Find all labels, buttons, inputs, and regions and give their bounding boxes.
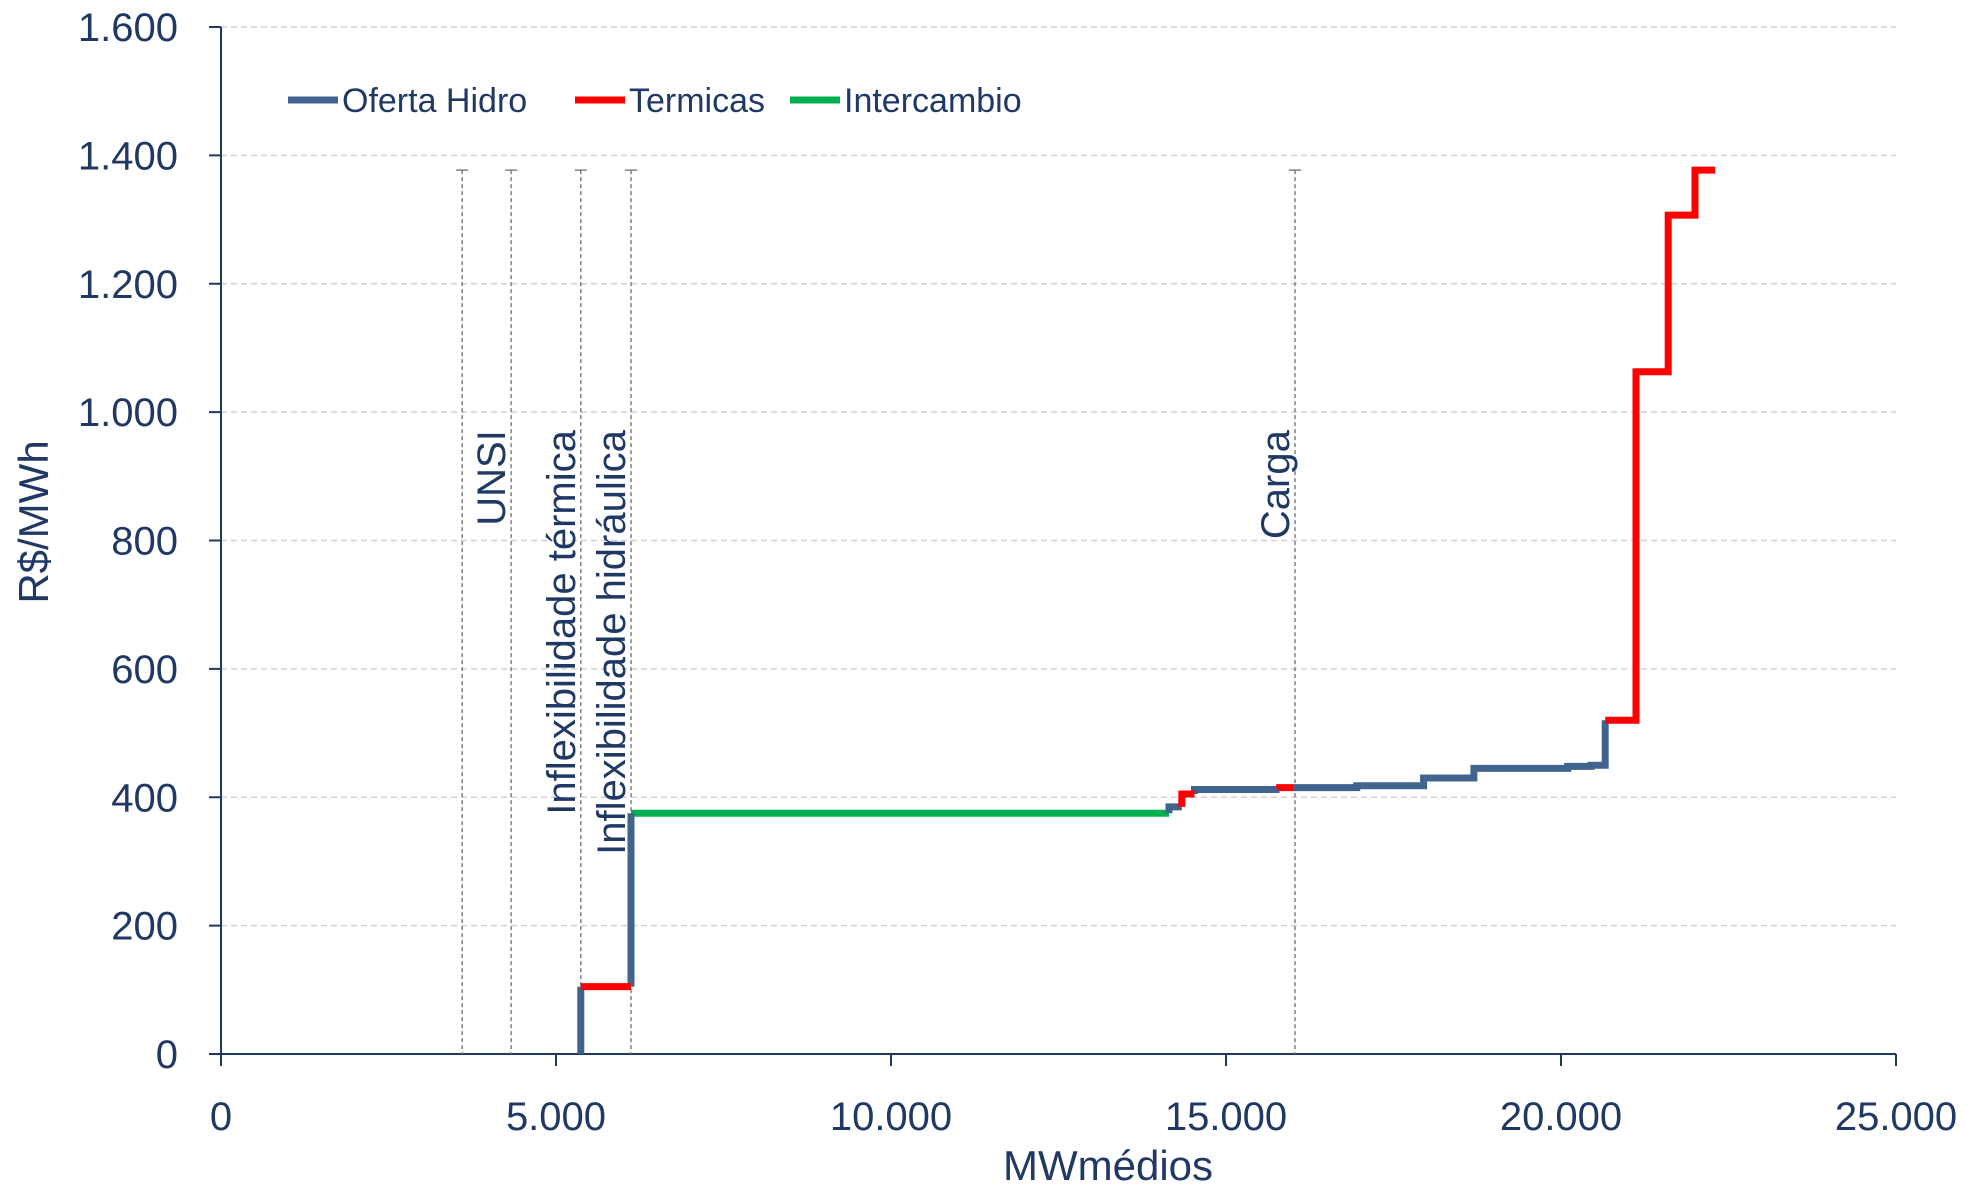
annotations: UNSI Inflexibilidade térmica Inflexibilida… [456,169,1302,1054]
y-tick-labels: 0 200 400 600 800 1.000 1.200 1.400 1.600 [78,6,178,1077]
legend: Oferta Hidro Termicas Intercambio [288,82,1022,120]
x-tick-label-3: 15.000 [1165,1095,1287,1139]
y-tick-label-1: 200 [111,905,178,949]
series-0-segment-3 [1191,786,1280,794]
x-tick-label-2: 10.000 [830,1095,952,1139]
y-tick-label-7: 1.400 [78,134,178,178]
x-tick-label-5: 25.000 [1835,1095,1957,1139]
y-tick-label-6: 1.200 [78,263,178,307]
series-1-segment-1 [1178,790,1195,807]
axes [209,26,1897,1066]
y-tick-label-3: 600 [111,648,178,692]
series-1-segment-3 [1605,166,1716,724]
y-tick-label-4: 800 [111,520,178,564]
annotation-label-4: Carga [1254,429,1298,539]
legend-label-0: Oferta Hidro [342,82,527,120]
series-1-segment-2 [1276,784,1293,792]
x-axis-title: MWmédios [1003,1142,1213,1189]
annotation-label-2: Inflexibilidade térmica [540,429,584,814]
legend-label-1: Termicas [629,82,765,120]
series-0-segment-4 [1293,720,1609,792]
y-tick-label-8: 1.600 [78,6,178,50]
y-tick-label-5: 1.000 [78,391,178,435]
x-tick-label-4: 20.000 [1500,1095,1622,1139]
annotation-label-3: Inflexibilidade hidráulica [590,429,634,854]
annotation-label-1: UNSI [470,430,514,526]
y-tick-label-0: 0 [156,1033,178,1077]
series-0-segment-2 [1165,803,1182,814]
grid-lines [221,26,1896,927]
y-tick-label-2: 400 [111,776,178,820]
x-tick-label-1: 5.000 [506,1095,606,1139]
x-tick-labels: 0 5.000 10.000 15.000 20.000 25.000 [210,1095,1957,1139]
series-group [577,166,1716,1054]
x-tick-label-0: 0 [210,1095,232,1139]
y-axis-title: R$/MWh [10,440,57,603]
legend-label-2: Intercambio [844,82,1022,120]
